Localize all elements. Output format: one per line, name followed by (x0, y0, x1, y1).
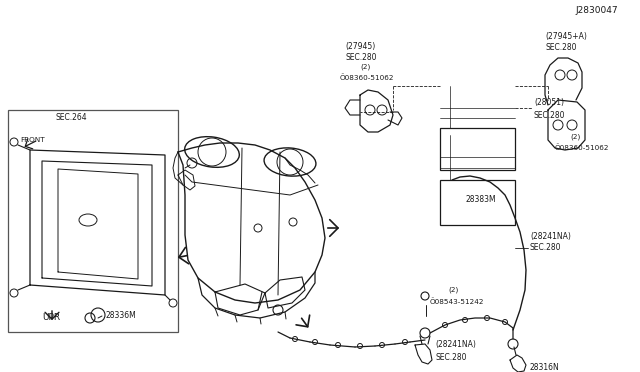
Text: 28383M: 28383M (465, 196, 495, 205)
Text: (27945+A): (27945+A) (545, 32, 587, 42)
Text: 28336M: 28336M (106, 311, 137, 321)
Text: UPR: UPR (42, 314, 60, 323)
Text: 28316N: 28316N (530, 362, 560, 372)
Text: (27945): (27945) (345, 42, 375, 51)
Text: SEC.280: SEC.280 (530, 244, 561, 253)
Text: SEC.280: SEC.280 (345, 54, 376, 62)
Text: SEC.280: SEC.280 (534, 110, 566, 119)
Text: (2): (2) (570, 134, 580, 140)
Text: SEC.280: SEC.280 (545, 44, 577, 52)
Text: Õ08360-51062: Õ08360-51062 (340, 75, 394, 81)
Text: (2): (2) (448, 287, 458, 293)
Text: Õ08543-51242: Õ08543-51242 (430, 299, 484, 305)
Bar (440, 128, 515, 170)
Text: SEC.264: SEC.264 (55, 113, 86, 122)
Text: FRONT: FRONT (20, 137, 45, 143)
Text: (28051): (28051) (534, 99, 564, 108)
Text: J2830047: J2830047 (575, 6, 618, 15)
Text: (28241NA): (28241NA) (435, 340, 476, 350)
Text: (28241NA): (28241NA) (530, 232, 571, 241)
Bar (440, 180, 515, 225)
Text: Õ08360-51062: Õ08360-51062 (555, 145, 609, 151)
Text: (2): (2) (360, 64, 371, 70)
Text: SEC.280: SEC.280 (435, 353, 467, 362)
Bar (8, 110, 178, 332)
